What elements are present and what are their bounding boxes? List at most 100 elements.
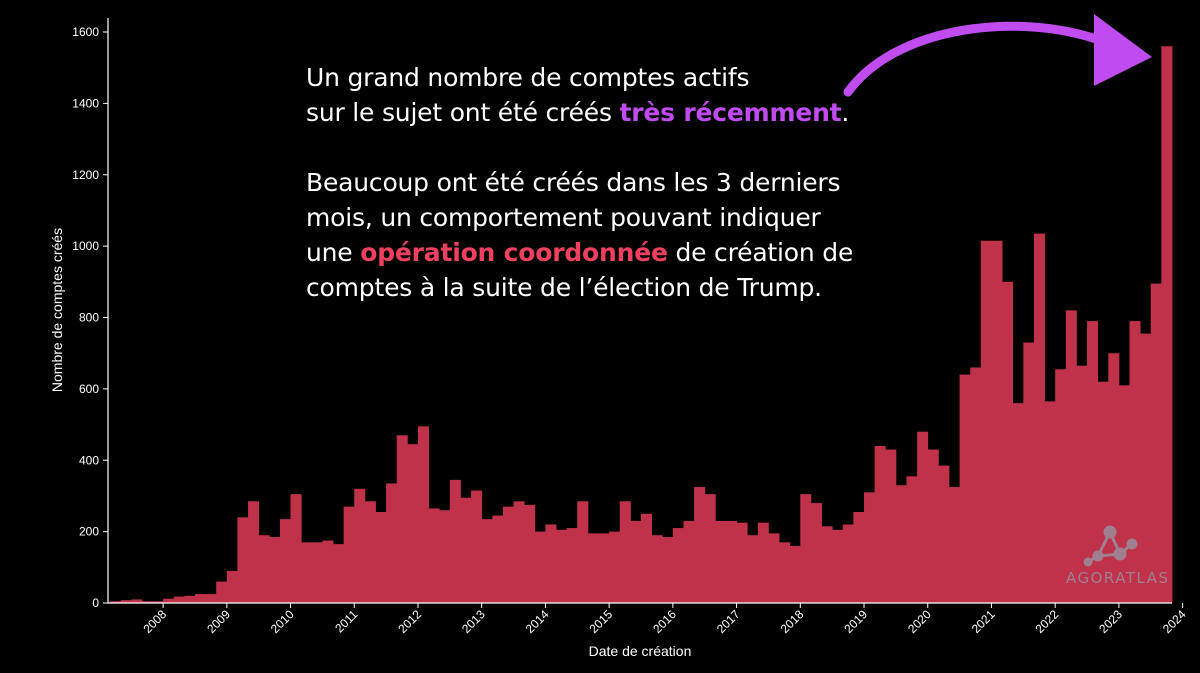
bar <box>460 497 472 603</box>
bar <box>534 531 546 604</box>
annotation-line-2-post: . <box>841 98 850 127</box>
bar <box>407 444 419 603</box>
bar <box>205 594 217 603</box>
bar <box>311 542 323 603</box>
x-tick-label: 2008 <box>140 607 169 636</box>
bar <box>980 240 992 603</box>
x-tick-label: 2023 <box>1096 607 1125 636</box>
bar <box>1002 281 1014 603</box>
bar <box>789 545 801 603</box>
x-tick-label: 2019 <box>841 607 870 636</box>
bar <box>917 431 929 603</box>
y-tick-label: 600 <box>79 382 99 396</box>
bar <box>237 517 249 603</box>
x-tick-label: 2010 <box>268 607 297 636</box>
bar <box>1097 381 1109 603</box>
bar <box>1108 353 1120 603</box>
bar <box>959 374 971 603</box>
bar <box>757 522 769 603</box>
bar <box>279 519 291 603</box>
bar <box>1129 321 1141 603</box>
bar <box>651 535 663 603</box>
bar <box>290 494 302 603</box>
bar <box>1140 333 1152 603</box>
bar <box>173 596 185 603</box>
highlight-recent: très récemment <box>619 98 842 127</box>
y-tick-label: 1200 <box>72 168 99 182</box>
bar <box>970 367 982 603</box>
bar <box>216 581 228 603</box>
x-tick-label: 2016 <box>650 607 679 636</box>
bar <box>747 535 759 603</box>
highlight-coordinated: opération coordonnée <box>360 238 668 267</box>
bar <box>885 449 897 603</box>
bar <box>301 542 313 603</box>
annotation-p2-line-3-post: de création de <box>667 238 854 267</box>
y-tick-label: 200 <box>79 525 99 539</box>
bar <box>502 506 514 603</box>
bar <box>449 479 461 603</box>
x-tick-label: 2012 <box>395 607 424 636</box>
annotation-p2-line-1: Beaucoup ont été créés dans les 3 dernie… <box>306 168 841 197</box>
bar <box>779 542 791 603</box>
bar <box>333 544 345 603</box>
bar <box>800 494 812 603</box>
x-tick-label: 2015 <box>586 607 615 636</box>
x-tick-label: 2014 <box>523 607 552 636</box>
bar <box>1065 310 1077 603</box>
y-tick-label: 800 <box>79 311 99 325</box>
bar <box>1044 401 1056 603</box>
bar <box>1161 46 1173 603</box>
arrow-curve <box>843 21 1123 97</box>
annotation-p2-line-3-pre: une <box>306 238 361 267</box>
bar <box>566 528 578 603</box>
bar <box>725 520 737 603</box>
bar <box>1055 369 1067 603</box>
bars-group <box>110 46 1173 604</box>
bar <box>991 240 1003 603</box>
bar <box>141 601 153 603</box>
bar <box>1023 342 1035 603</box>
bar <box>524 504 536 603</box>
bar <box>428 508 440 603</box>
y-tick-label: 1000 <box>72 239 99 253</box>
bar <box>715 520 727 603</box>
bar <box>895 485 907 603</box>
bar <box>683 520 695 603</box>
y-tick-label: 400 <box>79 453 99 467</box>
y-tick-label: 1400 <box>72 96 99 110</box>
x-tick-label: 2024 <box>1160 607 1189 636</box>
annotation-paragraph-1: Un grand nombre de comptes actifs sur le… <box>306 60 946 130</box>
bar <box>354 488 366 603</box>
x-axis-label: Date de création <box>589 643 692 659</box>
annotation-line-1: Un grand nombre de comptes actifs <box>306 63 750 92</box>
y-tick-label: 0 <box>92 596 99 610</box>
x-tick-label: 2020 <box>905 607 934 636</box>
bar <box>906 476 918 603</box>
y-tick-label: 1600 <box>72 25 99 39</box>
bar <box>842 524 854 603</box>
x-tick-label: 2018 <box>778 607 807 636</box>
bar <box>630 520 642 603</box>
x-tick-label: 2011 <box>332 607 360 635</box>
x-axis-ticks: 2008 2009 2010 2011 2012 2013 2014 2015 2016 2017… <box>140 603 1189 636</box>
bar <box>481 519 493 603</box>
x-tick-label: 2013 <box>459 607 488 636</box>
bar <box>492 515 504 603</box>
x-tick-label: 2017 <box>714 607 743 636</box>
bar <box>821 526 833 603</box>
bar <box>226 570 238 603</box>
bar <box>662 536 674 603</box>
bar <box>184 595 196 603</box>
bar <box>1033 233 1045 603</box>
annotation-p2-line-2: mois, un comportement pouvant indiquer <box>306 203 821 232</box>
x-tick-label: 2022 <box>1033 607 1062 636</box>
bar <box>1150 283 1162 603</box>
bar <box>641 513 653 603</box>
annotation-p2-line-4: comptes à la suite de l’élection de Trum… <box>306 273 822 302</box>
bar <box>948 487 960 603</box>
bar <box>386 483 398 603</box>
arrow-head <box>1094 14 1152 86</box>
bar <box>577 501 589 603</box>
